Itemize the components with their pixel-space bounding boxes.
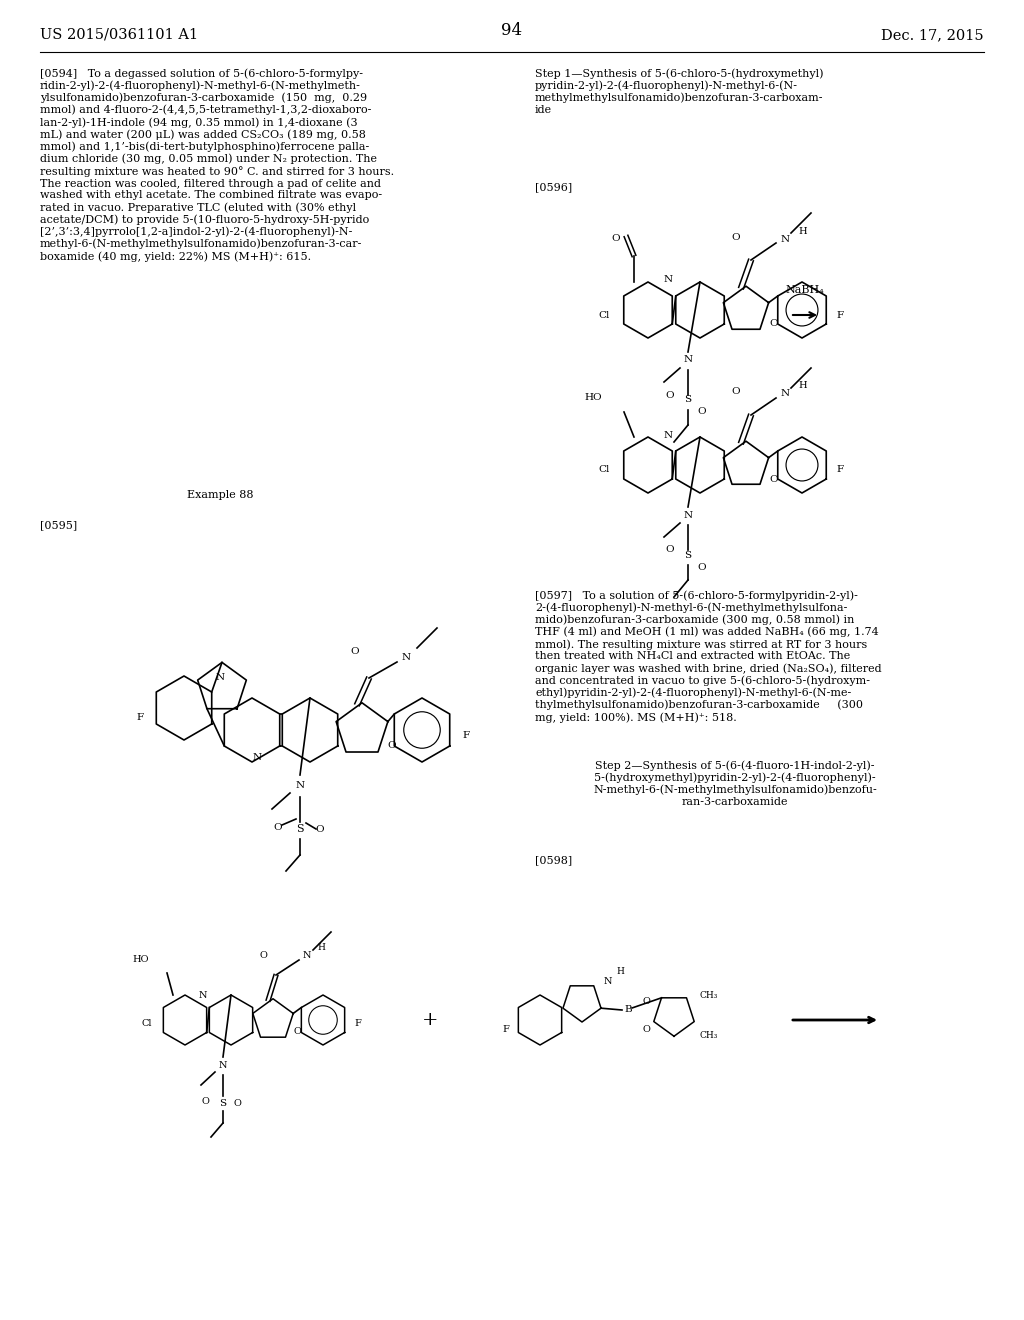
- Text: 94: 94: [502, 22, 522, 40]
- Text: CH₃: CH₃: [700, 1031, 719, 1040]
- Text: N: N: [664, 276, 673, 285]
- Text: Cl: Cl: [141, 1019, 152, 1028]
- Text: F: F: [836, 466, 843, 474]
- Text: O: O: [611, 234, 621, 243]
- Text: S: S: [684, 396, 691, 404]
- Text: F: F: [462, 730, 469, 739]
- Text: N: N: [296, 780, 304, 789]
- Text: H: H: [798, 381, 807, 391]
- Text: [0595]: [0595]: [40, 520, 77, 531]
- Text: Example 88: Example 88: [186, 490, 253, 500]
- Text: N: N: [402, 653, 411, 663]
- Text: Cl: Cl: [599, 310, 610, 319]
- Text: N: N: [683, 355, 692, 364]
- Text: +: +: [422, 1011, 438, 1030]
- Text: O: O: [233, 1098, 241, 1107]
- Text: B: B: [625, 1006, 632, 1015]
- Text: H: H: [798, 227, 807, 235]
- Text: Dec. 17, 2015: Dec. 17, 2015: [882, 28, 984, 42]
- Text: Step 1—Synthesis of 5-(6-chloro-5-(hydroxymethyl)
pyridin-2-yl)-2-(4-fluoropheny: Step 1—Synthesis of 5-(6-chloro-5-(hydro…: [535, 69, 823, 115]
- Text: Cl: Cl: [599, 466, 610, 474]
- Text: O: O: [770, 319, 778, 329]
- Text: NaBH₄: NaBH₄: [785, 285, 824, 294]
- Text: F: F: [502, 1026, 509, 1035]
- Text: N: N: [781, 389, 791, 399]
- Text: S: S: [684, 550, 691, 560]
- Text: O: O: [315, 825, 325, 833]
- Text: O: O: [293, 1027, 301, 1036]
- Text: O: O: [350, 648, 359, 656]
- Text: O: O: [642, 997, 650, 1006]
- Text: O: O: [273, 822, 283, 832]
- Text: H: H: [616, 968, 624, 977]
- Text: N: N: [199, 991, 207, 1001]
- Text: H: H: [317, 944, 325, 953]
- Text: N: N: [683, 511, 692, 520]
- Text: F: F: [137, 714, 144, 722]
- Text: O: O: [666, 545, 675, 554]
- Text: [0594]   To a degassed solution of 5-(6-chloro-5-formylpy-
ridin-2-yl)-2-(4-fluo: [0594] To a degassed solution of 5-(6-ch…: [40, 69, 394, 261]
- Text: O: O: [732, 388, 740, 396]
- Text: N: N: [219, 1060, 227, 1069]
- Text: N: N: [781, 235, 791, 243]
- Text: F: F: [836, 310, 843, 319]
- Text: HO: HO: [132, 954, 150, 964]
- Text: N: N: [604, 978, 612, 986]
- Text: S: S: [296, 824, 304, 834]
- Text: N: N: [253, 754, 261, 763]
- Text: O: O: [259, 950, 267, 960]
- Text: O: O: [770, 474, 778, 483]
- Text: O: O: [642, 1024, 650, 1034]
- Text: US 2015/0361101 A1: US 2015/0361101 A1: [40, 28, 198, 42]
- Text: CH₃: CH₃: [700, 990, 719, 999]
- Text: O: O: [732, 232, 740, 242]
- Text: [0597]   To a solution of 5-(6-chloro-5-formylpyridin-2-yl)-
2-(4-fluorophenyl)-: [0597] To a solution of 5-(6-chloro-5-fo…: [535, 590, 882, 722]
- Text: Step 2—Synthesis of 5-(6-(4-fluoro-1H-indol-2-yl)-
5-(hydroxymethyl)pyridin-2-yl: Step 2—Synthesis of 5-(6-(4-fluoro-1H-in…: [593, 760, 877, 807]
- Text: O: O: [666, 391, 675, 400]
- Text: F: F: [354, 1019, 360, 1028]
- Text: S: S: [219, 1098, 226, 1107]
- Text: HO: HO: [585, 392, 602, 401]
- Text: N: N: [664, 430, 673, 440]
- Text: N: N: [303, 952, 311, 961]
- Text: O: O: [201, 1097, 209, 1106]
- Text: N: N: [215, 673, 224, 682]
- Text: O: O: [697, 562, 707, 572]
- Text: [0598]: [0598]: [535, 855, 572, 865]
- Text: O: O: [697, 408, 707, 417]
- Text: [0596]: [0596]: [535, 182, 572, 191]
- Text: O: O: [388, 742, 396, 751]
